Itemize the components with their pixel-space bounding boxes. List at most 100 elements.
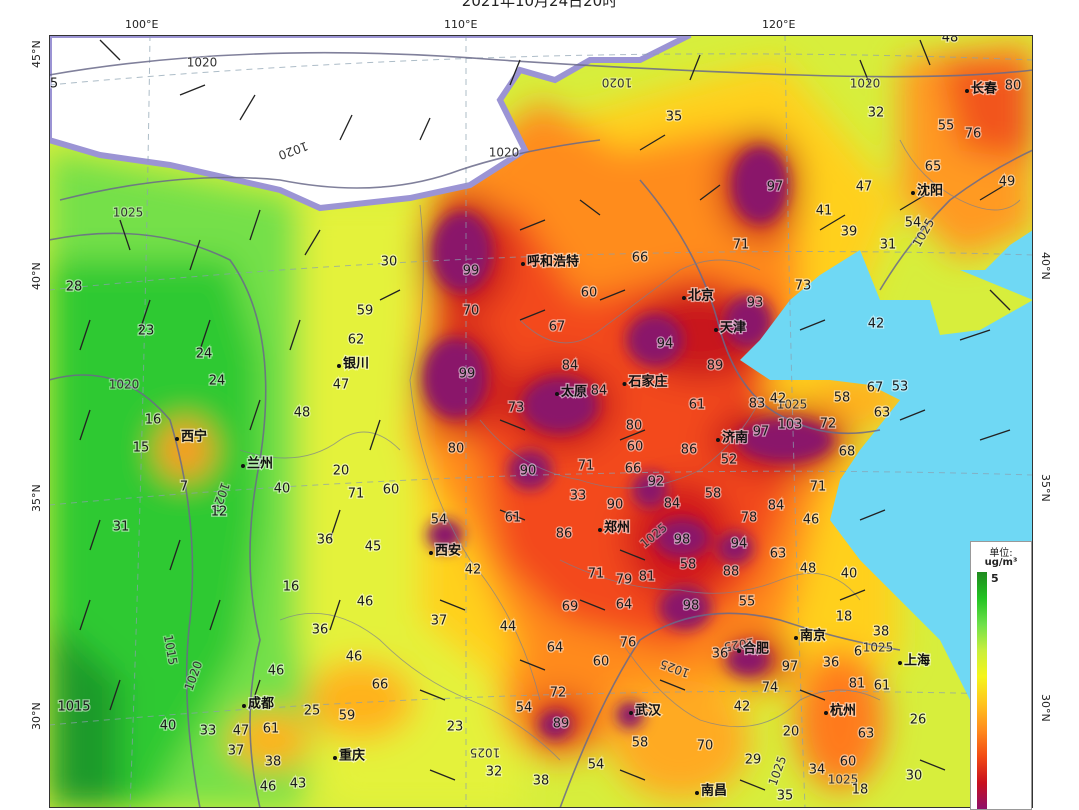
station-value: 37 [431, 614, 448, 629]
station-value: 73 [795, 279, 812, 294]
station-value: 46 [346, 650, 363, 665]
isobar-label: 1020 [850, 77, 881, 91]
station-value: 72 [820, 417, 837, 432]
city-label: 太原 [560, 384, 587, 400]
station-value: 24 [196, 347, 213, 362]
station-value: 80 [626, 419, 643, 434]
station-value: 66 [372, 678, 389, 693]
color-legend: 单位: ug/m³ 5 [970, 541, 1032, 810]
station-value: 93 [747, 296, 764, 311]
station-value: 60 [581, 286, 598, 301]
city-dot-icon [241, 464, 245, 468]
station-value: 32 [868, 106, 885, 121]
station-value: 37 [228, 744, 245, 759]
city-dot-icon [429, 551, 433, 555]
isobar-label: 1025 [113, 206, 144, 220]
station-value: 84 [562, 359, 579, 374]
city-dot-icon [629, 711, 633, 715]
station-value: 54 [905, 216, 922, 231]
city-dot-icon [337, 364, 341, 368]
station-value: 54 [588, 758, 605, 773]
station-value: 58 [834, 391, 851, 406]
station-value: 38 [533, 774, 550, 789]
lon-tick-100: 100°E [125, 18, 159, 31]
city-dot-icon [911, 191, 915, 195]
station-value: 47 [333, 378, 350, 393]
station-value: 58 [680, 558, 697, 573]
sea [740, 250, 1033, 808]
isobar-label: 1020 [489, 146, 520, 160]
isobar-label: 1025 [777, 398, 808, 412]
station-value: 29 [745, 753, 762, 768]
station-value: 18 [852, 783, 869, 798]
station-value: 65 [925, 160, 942, 175]
station-value: 89 [553, 717, 570, 732]
isobar-label: 1015 [161, 634, 180, 667]
station-value: 47 [856, 180, 873, 195]
station-value: 98 [683, 599, 700, 614]
station-value: 84 [591, 384, 608, 399]
station-value: 42 [734, 700, 751, 715]
station-value: 70 [463, 304, 480, 319]
city-label: 长春 [971, 81, 998, 97]
station-value: 68 [839, 445, 856, 460]
station-value: 16 [283, 580, 300, 595]
city-dot-icon [555, 392, 559, 396]
isobar-label: 1025 [723, 635, 756, 654]
station-value: 76 [965, 127, 982, 142]
station-value: 30 [906, 769, 923, 784]
station-value: 58 [632, 736, 649, 751]
station-value: 30 [381, 255, 398, 270]
station-value: 99 [463, 264, 480, 279]
station-value: 90 [520, 464, 537, 479]
city-dot-icon [716, 438, 720, 442]
station-value: 18 [836, 610, 853, 625]
station-value: 64 [616, 598, 633, 613]
station-value: 59 [339, 709, 356, 724]
station-value: 48 [294, 406, 311, 421]
station-value: 12 [211, 505, 228, 520]
station-value: 79 [616, 573, 633, 588]
city-label: 成都 [248, 696, 274, 712]
station-value: 66 [625, 462, 642, 477]
city-dot-icon [175, 437, 179, 441]
station-value: 86 [556, 527, 573, 542]
city-dot-icon [824, 711, 828, 715]
station-value: 89 [707, 359, 724, 374]
station-value: 40 [841, 567, 858, 582]
city-dot-icon [965, 89, 969, 93]
station-value: 58 [705, 487, 722, 502]
lat-tick-35-right: 35°N [1039, 474, 1052, 502]
station-value: 69 [562, 600, 579, 615]
station-value: 86 [681, 443, 698, 458]
station-value: 34 [809, 763, 826, 778]
city-label: 重庆 [339, 748, 365, 764]
isobar-label: 1025 [470, 746, 501, 760]
station-value: 92 [648, 475, 665, 490]
station-value: 46 [268, 664, 285, 679]
legend-top-value: 5 [991, 572, 999, 585]
station-value: 36 [317, 533, 334, 548]
station-value: 25 [304, 704, 321, 719]
station-value: 62 [348, 333, 365, 348]
station-value: 63 [874, 406, 891, 421]
lat-tick-35-left: 35°N [30, 484, 43, 512]
station-value: 63 [770, 547, 787, 562]
station-value: 35 [666, 110, 683, 125]
station-value: 40 [160, 719, 177, 734]
station-value: 40 [274, 482, 291, 497]
lat-tick-40-left: 40°N [30, 262, 43, 290]
station-value: 43 [290, 777, 307, 792]
station-value: 49 [999, 175, 1016, 190]
city-label: 兰州 [247, 456, 273, 472]
station-value: 61 [689, 398, 706, 413]
station-value: 36 [712, 647, 729, 662]
station-value: 6 [854, 645, 862, 660]
station-value: 48 [942, 35, 959, 46]
station-value: 39 [841, 225, 858, 240]
station-value: 42 [868, 317, 885, 332]
concentration-peaks [423, 147, 833, 739]
station-value: 63 [858, 727, 875, 742]
station-value: 97 [767, 180, 784, 195]
city-dot-icon [333, 756, 337, 760]
